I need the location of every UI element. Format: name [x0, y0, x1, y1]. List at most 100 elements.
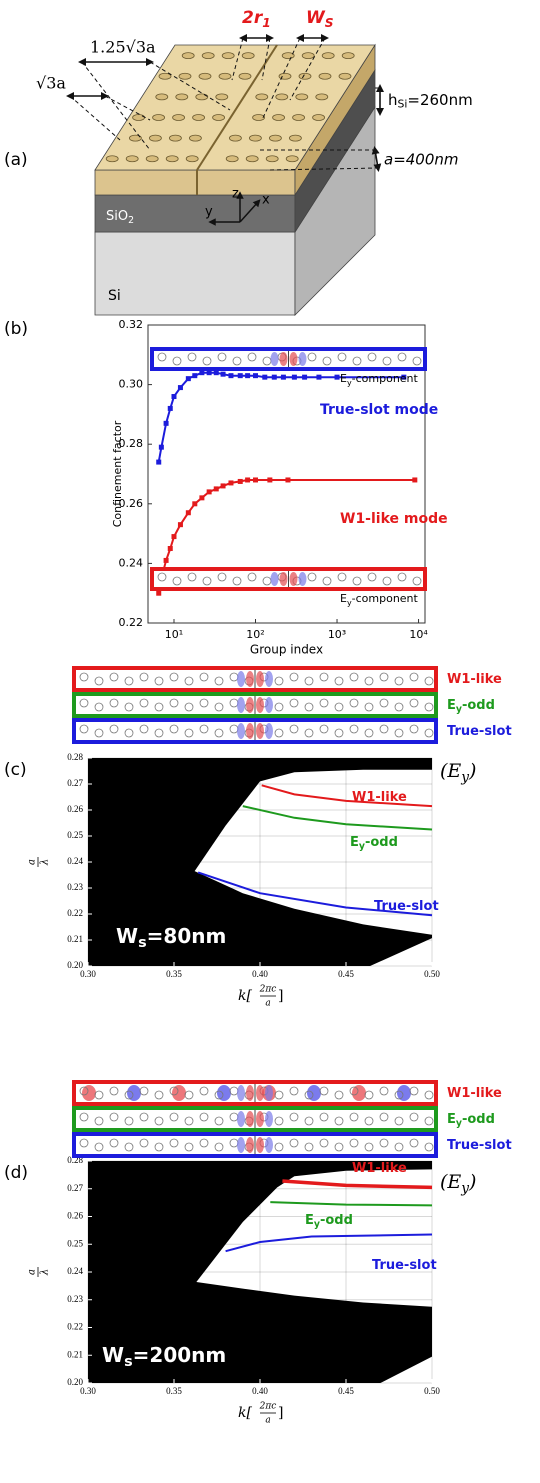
field-lobe	[289, 572, 298, 586]
hole	[124, 702, 134, 712]
y-tick-label: 0.25	[67, 1238, 83, 1248]
x-tick-label: 0.35	[166, 1386, 182, 1396]
text-part: E	[350, 835, 359, 850]
field-label: (Ey)	[440, 1171, 476, 1196]
hole	[322, 356, 332, 366]
y-axis-label: Confinement factor	[111, 420, 124, 527]
hole	[304, 1142, 314, 1152]
x-tick-label: 0.45	[338, 1386, 354, 1396]
hole	[298, 72, 312, 80]
hole	[169, 1112, 179, 1122]
hole	[349, 1138, 359, 1148]
x-tick-label: 10¹	[165, 628, 183, 641]
hole	[292, 114, 306, 121]
y-tick-label: 0.27	[67, 778, 83, 788]
data-point	[206, 489, 212, 495]
hole	[334, 1142, 344, 1152]
y-tick-label: 0.22	[67, 908, 83, 918]
data-point	[334, 374, 340, 380]
field-lobe	[265, 723, 273, 739]
series-line	[270, 1201, 433, 1207]
strip-label: W1-like	[447, 1086, 502, 1101]
hole	[214, 1142, 224, 1152]
text-part: True-slot	[374, 899, 439, 914]
hole	[312, 114, 326, 121]
hole	[409, 1112, 419, 1122]
hole	[214, 676, 224, 686]
hole	[334, 1116, 344, 1126]
hole	[394, 728, 404, 738]
series-line	[197, 871, 433, 917]
y-tick-label: 0.26	[67, 1211, 83, 1221]
hole	[334, 728, 344, 738]
hole	[255, 93, 269, 101]
y-tick-label: 0.28	[119, 437, 144, 450]
leader-line	[261, 37, 271, 81]
text-part: E	[340, 372, 347, 385]
hole	[157, 352, 167, 362]
hole	[215, 93, 229, 101]
hole	[139, 1138, 149, 1148]
hole	[379, 1138, 389, 1148]
leader-line	[81, 61, 151, 151]
dimension-label: 2r1	[242, 8, 271, 30]
hole	[201, 52, 215, 60]
strip-label: Ey-odd	[447, 1112, 495, 1129]
band-gap-region	[194, 769, 432, 935]
field-lobe	[246, 1137, 254, 1153]
hole	[157, 572, 167, 582]
hole	[238, 72, 252, 80]
hole	[195, 93, 209, 101]
hole	[319, 1086, 329, 1096]
hole	[168, 134, 182, 142]
x-tick-label: 0.50	[424, 1386, 440, 1396]
text-part: Si	[398, 98, 408, 111]
hole	[424, 728, 434, 738]
x-tick-label: 10³	[328, 628, 346, 641]
field-lobe	[279, 352, 288, 366]
hole	[379, 724, 389, 734]
hole	[172, 114, 186, 121]
hole	[319, 1112, 329, 1122]
fraction-num: a	[27, 1269, 38, 1275]
hole	[109, 672, 119, 682]
x-tick-label: 0.50	[424, 969, 440, 979]
hole	[158, 72, 172, 80]
fraction-num: 2πc	[259, 1402, 277, 1412]
slab-front	[94, 169, 296, 196]
hole	[169, 672, 179, 682]
hole	[172, 576, 182, 586]
hole	[199, 1086, 209, 1096]
text-part: 2r	[242, 8, 264, 28]
hole	[199, 672, 209, 682]
hole	[125, 155, 139, 163]
hole	[349, 672, 359, 682]
substrate-front	[94, 231, 296, 316]
text-part: y	[456, 703, 462, 714]
hole	[248, 134, 262, 142]
inset-label: Ey-component	[340, 372, 419, 387]
x-axis-label: Group index	[250, 643, 323, 657]
dimension-label: hSi=260nm	[388, 91, 473, 111]
data-point	[192, 373, 198, 379]
hole	[245, 155, 259, 163]
text-part: (E	[440, 1171, 461, 1193]
text-part: y	[460, 769, 469, 785]
data-point	[156, 459, 162, 465]
y-tick-label: 0.28	[67, 752, 83, 762]
text-part: E	[340, 592, 347, 605]
leader-line	[289, 37, 326, 101]
data-point	[213, 486, 219, 492]
series-line	[225, 1233, 433, 1253]
hole	[424, 1090, 434, 1100]
hole	[409, 698, 419, 708]
field-lobe	[82, 1085, 96, 1101]
hole	[139, 698, 149, 708]
hole	[199, 698, 209, 708]
hole	[184, 728, 194, 738]
text-part: h	[388, 91, 398, 109]
hole	[274, 1090, 284, 1100]
y-tick-label: 0.26	[119, 497, 144, 510]
data-point	[220, 371, 226, 377]
hole	[218, 72, 232, 80]
